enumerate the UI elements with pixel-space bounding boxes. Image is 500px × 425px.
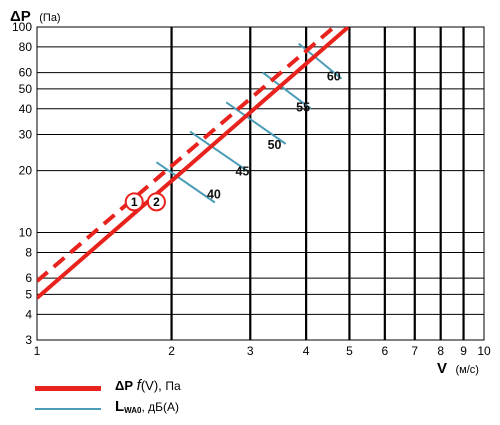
series-marker-label-2: 2 — [153, 195, 160, 209]
pressure-line-2 — [37, 27, 350, 300]
x-axis-symbol: V — [437, 360, 447, 377]
legend-noise-unit: , дБ(А) — [141, 400, 180, 414]
y-axis-label: ΔP (Па) — [10, 8, 61, 25]
x-tick-label: 7 — [411, 344, 418, 358]
noise-label-45: 45 — [235, 165, 249, 179]
x-tick-label: 1 — [34, 344, 41, 358]
x-tick-label: 9 — [460, 344, 467, 358]
legend-noise-sub: WA0 — [124, 406, 142, 415]
series-marker-circle-1 — [124, 192, 144, 212]
noise-level-lines: 40 45 50 55 60 — [155, 42, 343, 204]
pressure-line-1 — [37, 27, 336, 283]
legend-noise-symbol: L — [115, 398, 125, 415]
chart-grid — [36, 26, 485, 341]
noise-line-40 — [155, 161, 216, 204]
y-tick-label: 5 — [25, 287, 32, 301]
y-tick-label: 8 — [25, 245, 32, 259]
plot-frame — [36, 26, 485, 341]
x-tick-label: 4 — [303, 344, 310, 358]
y-tick-label: 20 — [19, 164, 33, 178]
pressure-lines — [37, 27, 350, 300]
legend-swatch-pressure — [35, 386, 101, 391]
noise-label-50: 50 — [268, 138, 282, 152]
y-tick-label: 40 — [19, 102, 33, 116]
x-axis-unit: (м/с) — [455, 364, 478, 376]
x-axis-label: V (м/с) — [437, 360, 479, 377]
y-tick-label: 50 — [19, 82, 33, 96]
series-marker-circle-2 — [146, 192, 166, 212]
y-axis-symbol: ΔP — [10, 8, 31, 25]
x-tick-label: 3 — [247, 344, 254, 358]
legend-label-noise: LWA0, дБ(А) — [115, 398, 179, 415]
x-tick-label: 8 — [437, 344, 444, 358]
legend-pressure-unit: Па — [165, 379, 181, 393]
y-tick-label: 100 — [12, 20, 32, 34]
x-tick-label: 10 — [477, 344, 491, 358]
noise-label-60: 60 — [327, 70, 341, 84]
noise-label-55: 55 — [296, 101, 310, 115]
y-tick-label: 80 — [19, 40, 33, 54]
noise-line-45 — [189, 130, 248, 172]
y-tick-label: 10 — [19, 226, 33, 240]
legend-swatch-noise — [35, 408, 101, 410]
y-tick-label: 4 — [25, 307, 32, 321]
noise-line-50 — [225, 101, 287, 145]
x-tick-label: 5 — [346, 344, 353, 358]
y-axis-unit: (Па) — [39, 12, 60, 24]
series-marker-label-1: 1 — [131, 195, 138, 209]
y-tick-label: 30 — [19, 127, 33, 141]
legend-pressure-func: f — [136, 377, 141, 394]
y-tick-label: 6 — [25, 271, 32, 285]
legend-pressure-symbol: ΔP — [115, 378, 134, 393]
y-tick-label: 3 — [25, 333, 32, 347]
x-tick-label: 6 — [381, 344, 388, 358]
y-tick-label: 60 — [19, 66, 33, 80]
noise-label-40: 40 — [207, 187, 221, 201]
legend-label-pressure: ΔP f(V), Па — [115, 377, 181, 394]
x-tick-label: 2 — [168, 344, 175, 358]
legend-pressure-arg: (V), — [140, 378, 162, 393]
